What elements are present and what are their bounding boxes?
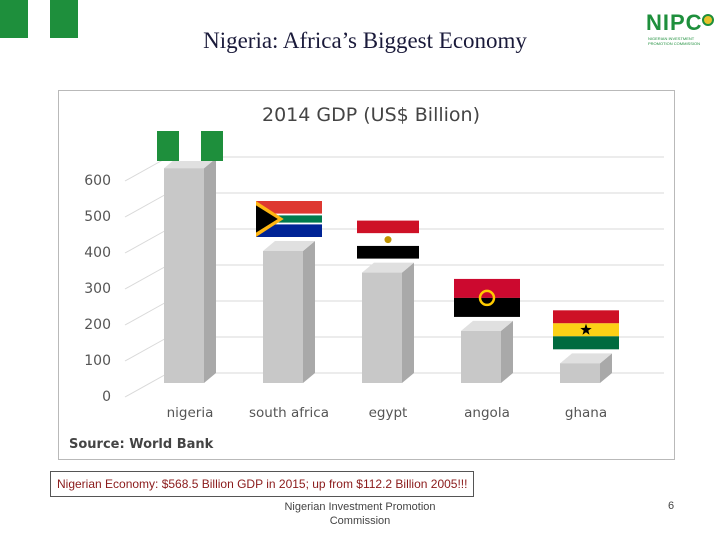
logo-text: NIPC bbox=[646, 10, 703, 35]
x-tick-label: angola bbox=[464, 405, 510, 421]
footer-line-2: Commission bbox=[329, 515, 391, 527]
logo-subtitle: NIGERIAN INVESTMENT PROMOTION COMMISSION bbox=[648, 36, 700, 46]
nigeria-flag-green-left bbox=[157, 131, 179, 161]
gridline-side bbox=[124, 336, 169, 362]
ghana-flag bbox=[553, 310, 619, 324]
y-tick-label: 600 bbox=[84, 173, 111, 189]
gridline-side bbox=[124, 264, 169, 290]
bar bbox=[164, 168, 204, 383]
bar bbox=[263, 251, 303, 383]
bar-side bbox=[501, 320, 513, 383]
bar-top bbox=[461, 320, 513, 331]
page-number: 6 bbox=[668, 500, 675, 512]
bar-side bbox=[204, 158, 216, 383]
slide-title: Nigeria: Africa’s Biggest Economy bbox=[203, 28, 527, 53]
bar-side bbox=[402, 262, 414, 383]
x-tick-label: ghana bbox=[565, 405, 607, 421]
bar-side bbox=[303, 241, 315, 383]
x-tick-label: egypt bbox=[369, 405, 408, 421]
bar-top bbox=[263, 241, 315, 251]
gdp-bar-chart: 2014 GDP (US$ Billion) 0 100 200 300 400 500 60… bbox=[69, 104, 664, 452]
angola-flag-black bbox=[454, 297, 520, 317]
gridline-side bbox=[124, 372, 169, 398]
nigeria-flag-green-right bbox=[201, 131, 223, 161]
nigeria-flag-stripe-right bbox=[50, 0, 78, 38]
logo-emblem-icon bbox=[702, 14, 714, 26]
egypt-flag bbox=[357, 220, 419, 234]
footer-line-1: Nigerian Investment Promotion bbox=[284, 501, 436, 513]
chart-title: 2014 GDP (US$ Billion) bbox=[262, 104, 480, 126]
ghana-star-icon bbox=[580, 323, 592, 335]
egypt-flag-black bbox=[357, 245, 419, 259]
gridline-side bbox=[124, 192, 169, 218]
x-tick-label: nigeria bbox=[167, 405, 214, 421]
bar-side bbox=[600, 353, 612, 383]
south-africa-flag-black bbox=[256, 205, 278, 233]
south-africa-flag-green bbox=[256, 215, 322, 223]
chart-frame: 2014 GDP (US$ Billion) 0 100 200 300 400 500 60… bbox=[58, 90, 675, 460]
source-label: Source: World Bank bbox=[69, 437, 214, 452]
gridline-side bbox=[124, 300, 169, 326]
y-tick-label: 200 bbox=[84, 317, 111, 333]
angola-emblem-icon bbox=[478, 289, 496, 307]
footer: Nigerian Investment Promotion Commission bbox=[260, 500, 460, 528]
egypt-eagle-icon bbox=[384, 236, 392, 244]
y-tick-label: 400 bbox=[84, 245, 111, 261]
economy-note: Nigerian Economy: $568.5 Billion GDP in … bbox=[50, 471, 475, 497]
y-tick-label: 300 bbox=[84, 281, 111, 297]
bar-top bbox=[362, 262, 414, 273]
y-tick-label: 100 bbox=[84, 353, 111, 369]
y-tick-label: 0 bbox=[102, 389, 111, 405]
bar bbox=[560, 363, 600, 383]
x-tick-label: south africa bbox=[249, 405, 329, 421]
bar bbox=[461, 330, 501, 383]
bar bbox=[362, 272, 402, 383]
nigeria-flag-stripe-left bbox=[0, 0, 28, 38]
bar-top bbox=[560, 353, 612, 364]
nipc-logo: NIPC NIGERIAN INVESTMENT PROMOTION COMMI… bbox=[642, 8, 718, 48]
ghana-flag-green bbox=[553, 336, 619, 350]
angola-flag bbox=[454, 278, 520, 298]
gridline-side bbox=[124, 228, 169, 254]
y-tick-label: 500 bbox=[84, 209, 111, 225]
